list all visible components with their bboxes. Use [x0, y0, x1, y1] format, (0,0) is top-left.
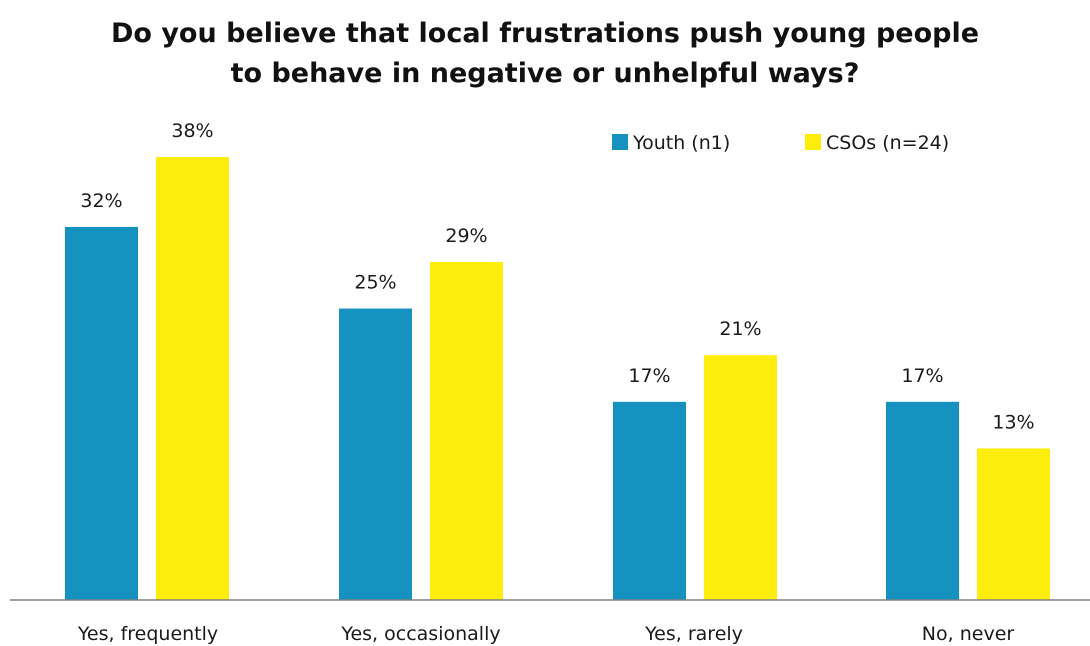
bars-group	[65, 157, 1050, 600]
value-label-csos-1: 29%	[445, 225, 487, 247]
category-labels-group: Yes, frequently Yes, occasionally Yes, rar…	[77, 623, 1015, 645]
legend-swatch-csos	[805, 134, 821, 150]
bar-youth-3	[886, 401, 959, 600]
category-label-1: Yes, occasionally	[340, 623, 500, 645]
legend-item-csos: CSOs (n=24)	[805, 132, 949, 154]
bar-youth-0	[65, 226, 138, 600]
value-label-youth-0: 32%	[80, 190, 122, 212]
category-label-0: Yes, frequently	[77, 623, 218, 645]
value-label-youth-2: 17%	[628, 365, 670, 387]
bar-csos-3	[977, 448, 1050, 600]
legend-label-csos: CSOs (n=24)	[826, 132, 949, 154]
bar-csos-2	[704, 355, 777, 600]
bar-youth-1	[339, 308, 412, 600]
bar-youth-2	[613, 401, 686, 600]
chart-title: Do you believe that local frustrations p…	[0, 14, 1090, 94]
category-label-3: No, never	[922, 623, 1015, 645]
bar-csos-1	[430, 261, 503, 600]
value-label-youth-3: 17%	[901, 365, 943, 387]
legend-item-youth: Youth (n1)	[612, 132, 730, 154]
value-labels-group: 32% 25% 17% 17% 38% 29% 21% 13%	[80, 120, 1034, 433]
value-label-csos-2: 21%	[719, 318, 761, 340]
value-label-csos-3: 13%	[992, 411, 1034, 433]
chart-title-line-1: Do you believe that local frustrations p…	[110, 18, 980, 49]
value-label-youth-1: 25%	[354, 272, 396, 294]
legend: Youth (n1) CSOs (n=24)	[612, 132, 949, 154]
legend-swatch-youth	[612, 134, 628, 150]
chart-title-line-2: to behave in negative or unhelpful ways?	[230, 58, 860, 89]
legend-label-youth: Youth (n1)	[632, 132, 730, 154]
value-label-csos-0: 38%	[171, 120, 213, 142]
category-label-2: Yes, rarely	[644, 623, 743, 645]
bar-csos-0	[156, 157, 229, 600]
